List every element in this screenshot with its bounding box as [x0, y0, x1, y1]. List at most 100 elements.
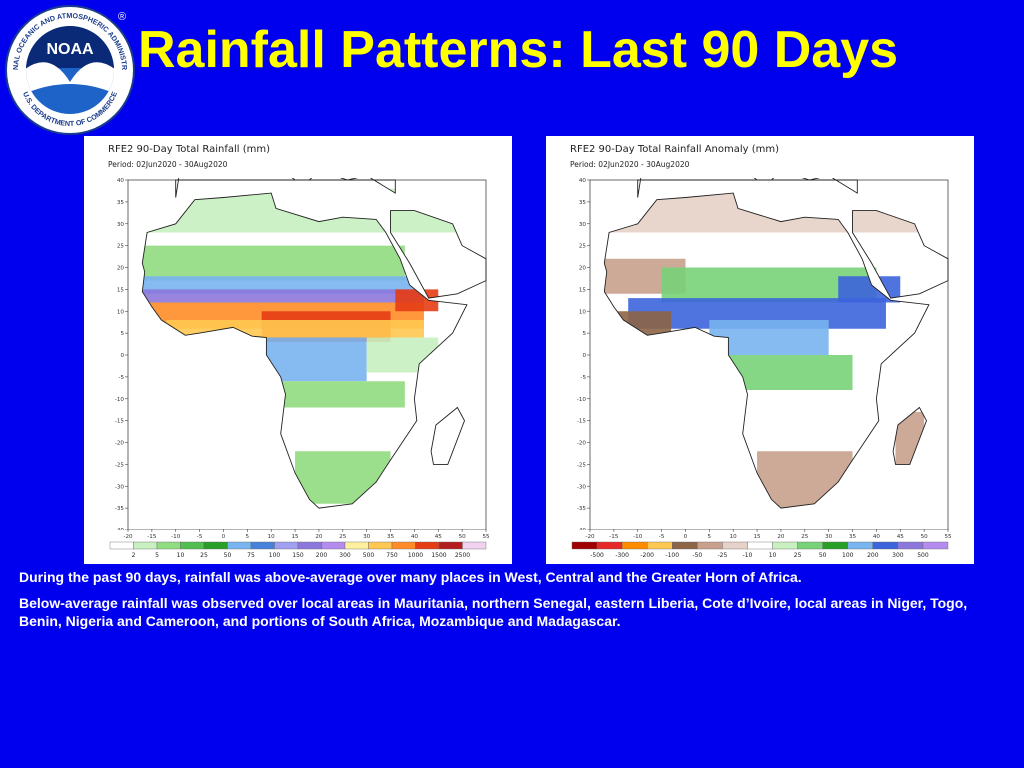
colorbar-swatch	[321, 541, 346, 550]
colorbar-label: 300	[339, 552, 351, 559]
lon-tick-label: 0	[222, 534, 226, 540]
summary-text: During the past 90 days, rainfall was ab…	[19, 568, 1009, 638]
colorbar-swatch	[747, 541, 773, 550]
africa-outline	[141, 192, 468, 509]
lon-tick-label: 10	[268, 534, 276, 540]
lon-tick-label: -10	[633, 534, 643, 540]
lat-tick-label: 0	[120, 353, 124, 359]
colorbar-swatch	[368, 541, 393, 550]
lon-tick-label: 35	[849, 534, 857, 540]
colorbar-swatch	[596, 541, 623, 550]
rainfall-anomaly-colorbar: -500 -300 -200 -100 -50 -25 -10 10 25 50 100 200 300…	[571, 541, 949, 559]
colorbar-label: -25	[717, 552, 727, 559]
page-title: Rainfall Patterns: Last 90 Days	[138, 21, 899, 79]
colorbar-swatch	[922, 541, 949, 550]
lat-tick-label: -5	[118, 375, 124, 381]
rainfall-band	[280, 381, 405, 408]
colorbar-label: 500	[363, 552, 375, 559]
colorbar-label: -500	[590, 552, 604, 559]
lat-tick-label: 30	[117, 222, 125, 228]
lat-tick-label: -20	[115, 441, 125, 447]
colorbar-swatch	[133, 541, 158, 550]
rainfall-band	[142, 245, 405, 281]
colorbar-label: 10	[177, 552, 185, 559]
lon-tick-label: -5	[197, 534, 203, 540]
logo-center-text: NOAA	[46, 41, 94, 58]
lat-tick-label: 10	[579, 309, 587, 315]
colorbar-label: 50	[224, 552, 232, 559]
lat-tick-label: -40	[115, 528, 125, 530]
colorbar-label: 750	[386, 552, 398, 559]
colorbar-label: 2	[132, 552, 136, 559]
registered-mark: ®	[118, 11, 126, 23]
lat-tick-label: -30	[577, 484, 587, 490]
africa-outline	[603, 192, 930, 509]
colorbar-swatch	[897, 541, 924, 550]
colorbar-swatch	[250, 541, 275, 550]
summary-paragraph-above-average: During the past 90 days, rainfall was ab…	[19, 569, 802, 585]
lat-tick-label: -40	[577, 528, 587, 530]
map-period: Period: 02Jun2020 - 30Aug2020	[108, 160, 228, 169]
rainfall-band	[395, 289, 439, 312]
colorbar-swatch	[672, 541, 698, 550]
colorbar-label: 500	[917, 552, 929, 559]
lon-tick-label: -5	[659, 534, 665, 540]
lat-tick-label: -35	[577, 506, 587, 512]
lon-tick-label: 55	[944, 534, 952, 540]
lon-tick-label: -15	[147, 534, 157, 540]
rainfall-band	[709, 320, 829, 355]
lon-tick-label: -15	[609, 534, 619, 540]
rainfall-anomaly-map: 40 35 30 25 20 15 10 5 0 -5 -10 -15 -20 -25 -30 -35 -40	[577, 178, 949, 530]
lon-tick-label: -20	[123, 534, 133, 540]
rainfall-anomaly-map-panel: RFE2 90-Day Total Rainfall Anomaly (mm) …	[546, 136, 974, 564]
colorbar-label: -10	[743, 552, 753, 559]
lon-tick-label: 50	[459, 534, 467, 540]
colorbar-swatch	[797, 541, 823, 550]
lon-tick-label: 40	[411, 534, 419, 540]
lat-tick-label: 10	[117, 309, 125, 315]
lon-tick-label: 10	[730, 534, 738, 540]
lon-tick-label: 0	[684, 534, 688, 540]
lat-tick-label: -10	[115, 397, 125, 403]
colorbar-swatch	[571, 541, 598, 550]
colorbar-label: 300	[892, 552, 904, 559]
lat-tick-label: 30	[579, 222, 587, 228]
colorbar-label: 200	[316, 552, 328, 559]
colorbar-label: 75	[247, 552, 255, 559]
lon-tick-label: -10	[171, 534, 181, 540]
lon-tick-label: 40	[873, 534, 881, 540]
lat-tick-label: -15	[577, 419, 587, 425]
colorbar-swatch	[180, 541, 205, 550]
lat-tick-label: -5	[580, 375, 586, 381]
lon-tick-label: 35	[387, 534, 395, 540]
longitude-axis: -20 -15 -10 -5 0 5 10 15 20 25 30 35 40 45 50 55	[585, 529, 952, 540]
lat-tick-label: -35	[115, 506, 125, 512]
lon-tick-label: 50	[921, 534, 929, 540]
lat-tick-label: -25	[115, 462, 125, 468]
colorbar-swatch	[822, 541, 848, 550]
lat-tick-label: 25	[579, 244, 587, 250]
lat-tick-label: 20	[579, 266, 587, 272]
lon-tick-label: 30	[363, 534, 371, 540]
lat-tick-label: 40	[117, 178, 125, 184]
rainfall-total-map: 40 35 30 25 20 15 10 5 0 -5 -10 -15 -20 -25 -30 -35 -40	[115, 178, 487, 530]
longitude-axis: -20 -15 -10 -5 0 5 10 15 20 25 30 35 40 45 50 55	[123, 529, 490, 540]
colorbar-label: 25	[794, 552, 802, 559]
colorbar-swatch	[722, 541, 748, 550]
lat-tick-label: -15	[115, 419, 125, 425]
colorbar-swatch	[109, 541, 134, 550]
madagascar-outline	[430, 406, 465, 465]
lon-tick-label: 55	[482, 534, 490, 540]
lon-tick-label: -20	[585, 534, 595, 540]
colorbar-label: 1500	[431, 552, 446, 559]
map-period: Period: 02Jun2020 - 30Aug2020	[570, 160, 690, 169]
colorbar-label: 100	[842, 552, 854, 559]
colorbar-swatch	[297, 541, 322, 550]
rainfall-total-map-panel: RFE2 90-Day Total Rainfall (mm) Period: …	[84, 136, 512, 564]
lon-tick-label: 25	[339, 534, 347, 540]
lon-tick-label: 15	[292, 534, 300, 540]
colorbar-swatch	[274, 541, 299, 550]
madagascar-outline	[892, 406, 927, 465]
lon-tick-label: 5	[708, 534, 712, 540]
lon-tick-label: 20	[777, 534, 785, 540]
